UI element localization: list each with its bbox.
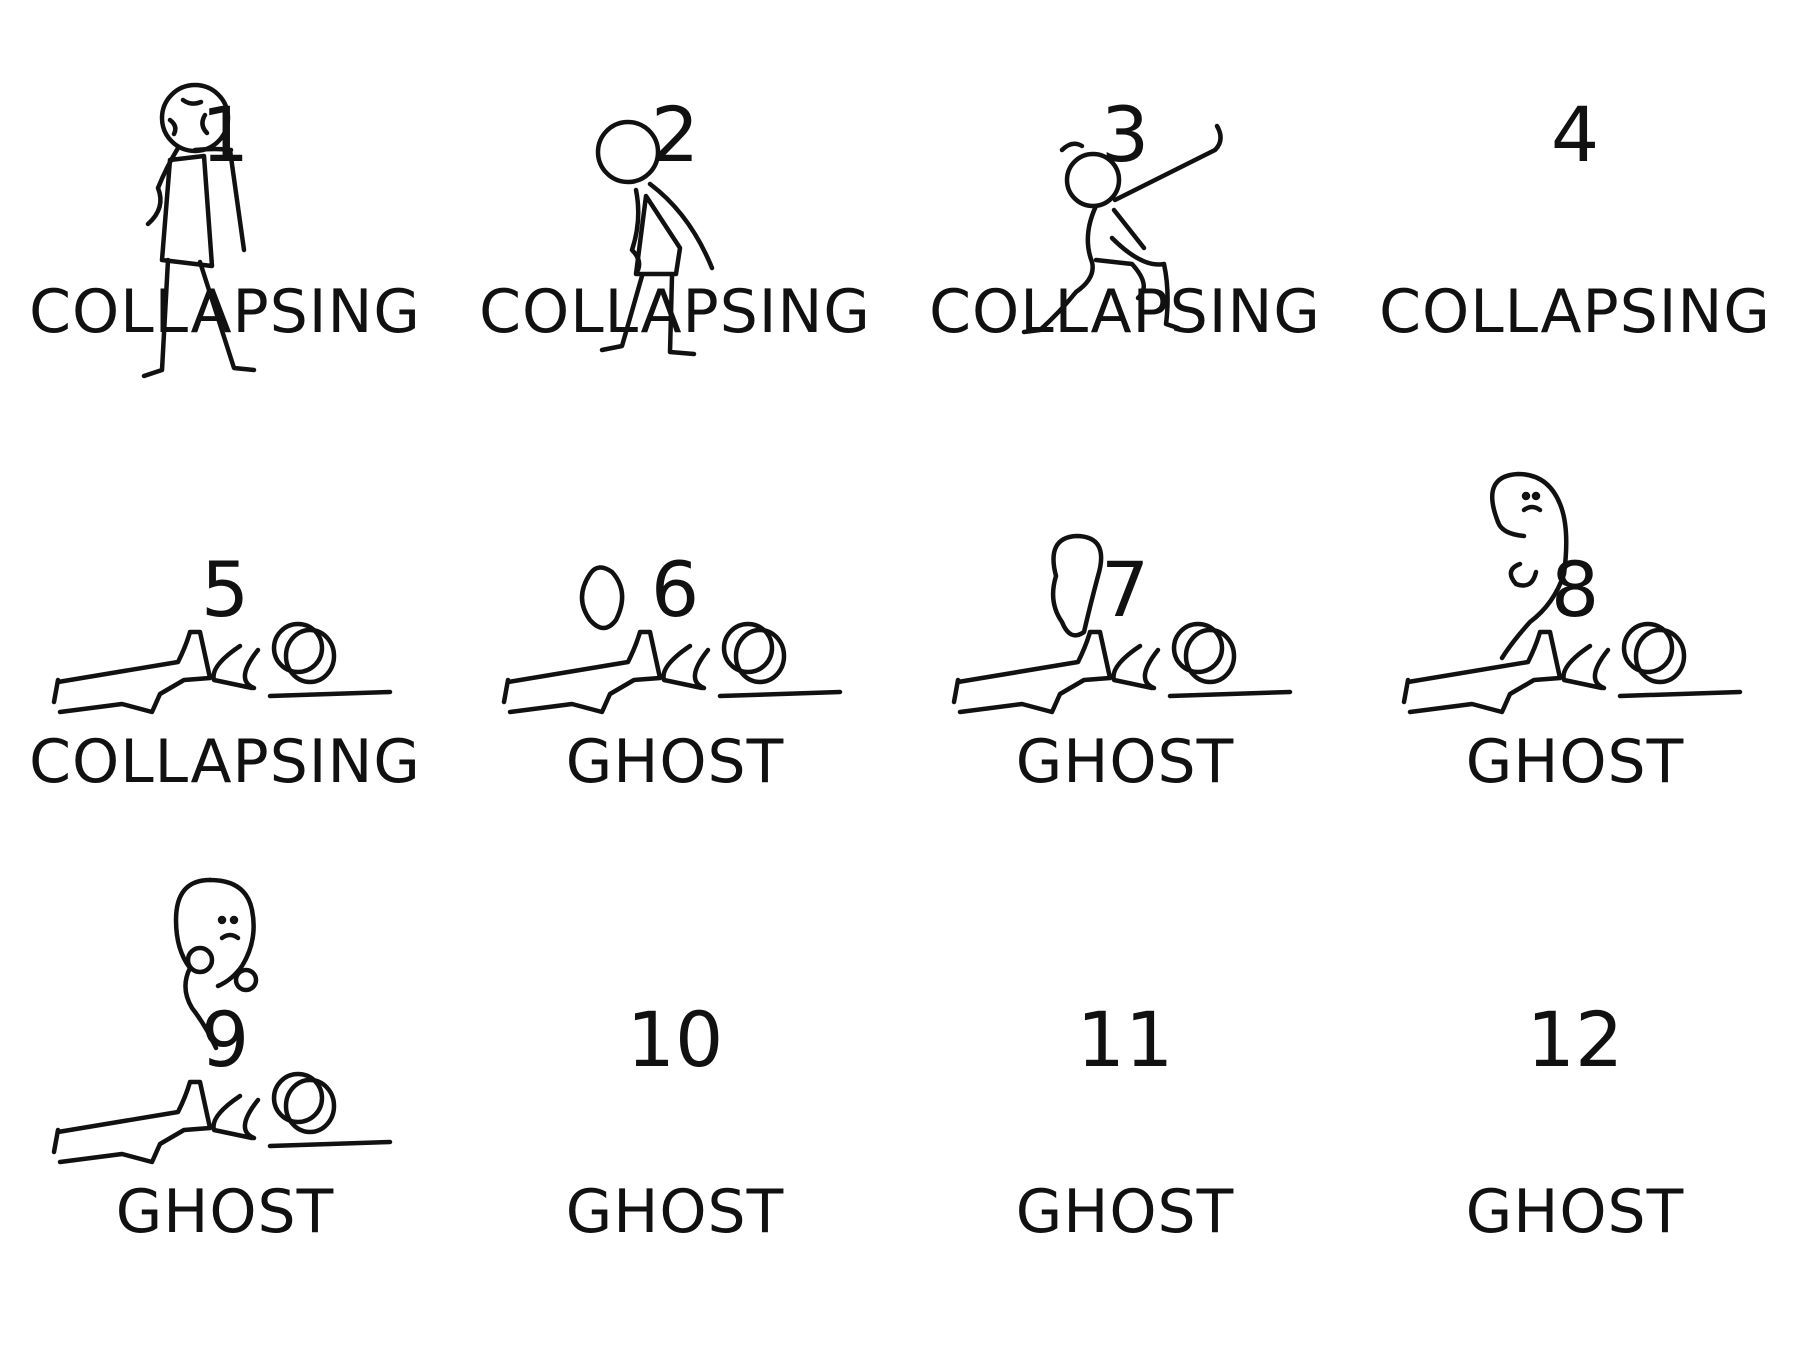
frame-5: 5 COLLAPSING [0,450,450,900]
frame-label: COLLAPSING [1379,277,1771,347]
frame-number: 10 [626,995,724,1084]
frame-9: 9 GHOST [0,877,450,1350]
frame-label: COLLAPSING [29,727,421,797]
frame-11: 11 GHOST [900,900,1350,1350]
frame-label: GHOST [1015,727,1235,797]
ghost-emerging-drawing [501,565,843,715]
frame-label: COLLAPSING [29,277,421,347]
frame-number: 9 [200,995,250,1084]
frame-number: 12 [1526,995,1624,1084]
frame-7: 7 GHOST [900,450,1350,900]
frame-4: 4 COLLAPSING [1350,0,1800,450]
frame-number: 5 [200,545,250,634]
frame-number: 7 [1100,545,1150,634]
frame-12: 12 GHOST [1350,900,1800,1350]
frame-number: 11 [1076,995,1174,1084]
frame-label: GHOST [115,1177,335,1247]
frame-label: GHOST [565,1177,785,1247]
ghost-rising-drawing [951,533,1293,715]
lying-body-drawing [51,621,393,715]
frame-label: GHOST [1015,1177,1235,1247]
frame-label: COLLAPSING [479,277,871,347]
bending-figure-drawing [595,119,715,357]
frame-label: GHOST [1465,1177,1685,1247]
frame-number: 4 [1550,90,1600,179]
frame-2: 2 COLLAPSING [450,0,900,450]
ghost-floating-drawing [1401,471,1743,715]
frame-8: 8 GHOST [1350,450,1800,900]
frame-number: 6 [650,545,700,634]
frame-3: 3 COLLAPSING [900,0,1350,450]
frame-label: COLLAPSING [929,277,1321,347]
ghost-risen-drawing [51,877,393,1165]
frame-6: 6 GHOST [450,450,900,900]
standing-figure-drawing [141,82,257,379]
frame-label: GHOST [565,727,785,797]
frame-10: 10 GHOST [450,900,900,1350]
frame-1: 1 COLLAPSING [0,0,450,450]
frame-label: GHOST [1465,727,1685,797]
buckling-figure-drawing [1021,123,1223,335]
